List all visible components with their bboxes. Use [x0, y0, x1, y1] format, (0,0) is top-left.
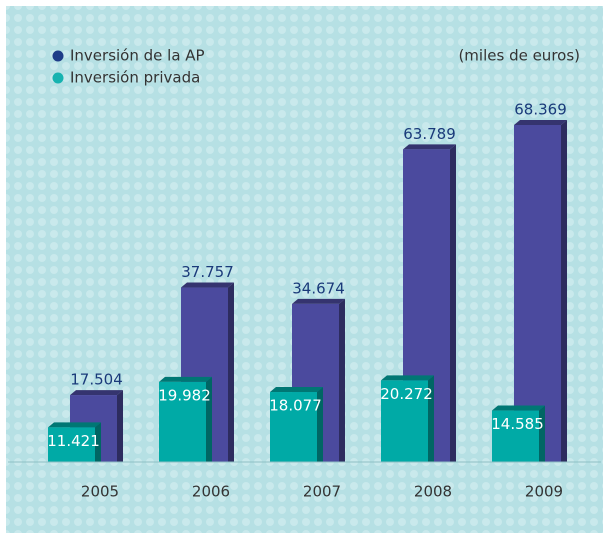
bar	[159, 381, 206, 462]
bar	[270, 392, 317, 462]
bar-top	[159, 376, 212, 382]
bar-side	[561, 120, 567, 462]
bar	[48, 427, 95, 462]
x-tick-label: 2005	[81, 483, 119, 501]
bar-side	[228, 282, 234, 462]
value-label: 14.585	[491, 415, 544, 433]
bar-top	[270, 387, 323, 393]
value-label: 18.077	[269, 397, 322, 415]
value-label: 19.982	[158, 386, 211, 404]
bar-top	[403, 144, 456, 150]
x-tick-label: 2009	[525, 483, 563, 501]
bar-top	[492, 405, 545, 411]
bar-top	[48, 422, 101, 428]
value-label: 17.504	[70, 371, 123, 389]
bar	[381, 380, 428, 462]
bar-top	[292, 298, 345, 304]
value-label: 34.674	[292, 279, 345, 297]
bar	[492, 410, 539, 462]
legend-label: Inversión de la AP	[70, 47, 205, 65]
x-tick-label: 2007	[303, 483, 341, 501]
bar-top	[70, 390, 123, 396]
bar-side	[95, 422, 101, 462]
x-tick-label: 2008	[414, 483, 452, 501]
bar-side	[206, 376, 212, 462]
bar-side	[117, 390, 123, 462]
value-label: 63.789	[403, 125, 456, 143]
bar-side	[539, 405, 545, 462]
legend-label: Inversión privada	[70, 69, 200, 87]
bar-side	[339, 298, 345, 462]
value-label: 11.421	[47, 432, 100, 450]
bar-side	[317, 387, 323, 462]
x-tick-label: 2006	[192, 483, 230, 501]
value-label: 68.369	[514, 101, 567, 119]
bar-side	[428, 375, 434, 462]
legend-marker	[52, 50, 64, 62]
subtitle: (miles de euros)	[458, 47, 580, 65]
bar-side	[450, 144, 456, 463]
legend-marker	[52, 72, 64, 84]
bar-top	[381, 375, 434, 381]
value-label: 20.272	[380, 385, 433, 403]
bar-top	[514, 120, 567, 125]
value-label: 37.757	[181, 263, 234, 281]
bar-top	[181, 282, 234, 288]
